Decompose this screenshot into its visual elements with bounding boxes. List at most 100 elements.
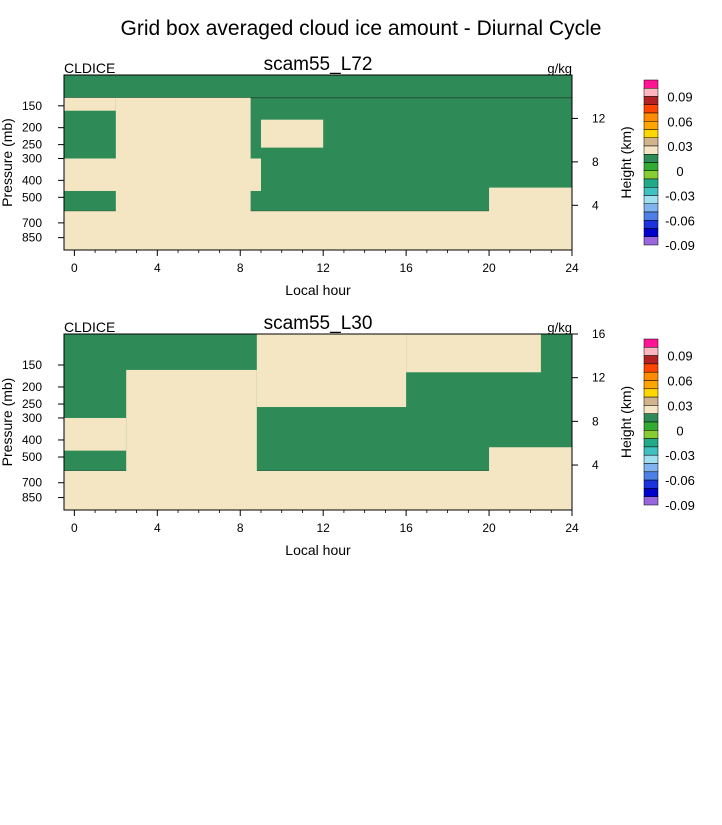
colorbar-box	[643, 121, 659, 130]
colorbar-box	[643, 338, 659, 348]
x-tick-label: 8	[237, 261, 244, 275]
panel-left-label: CLDICE	[64, 60, 115, 76]
x-tick-label: 4	[154, 521, 161, 535]
y-tick-label: 200	[22, 380, 42, 394]
contour-region	[115, 97, 251, 214]
x-tick-label: 16	[399, 261, 413, 275]
colorbar-box	[643, 112, 659, 122]
colorbar-box	[643, 145, 659, 155]
colorbar-label: -0.06	[665, 213, 695, 228]
colorbar-box	[643, 471, 659, 481]
colorbar-label: 0.06	[667, 374, 692, 389]
colorbar-box	[643, 438, 659, 448]
y-right-tick-label: 4	[592, 458, 599, 472]
colorbar-box	[643, 154, 659, 163]
colorbar-box	[643, 454, 659, 464]
contour-region	[64, 211, 572, 250]
colorbar-box	[643, 388, 659, 398]
colorbar-label: 0.09	[667, 349, 692, 364]
contour-region	[64, 97, 116, 111]
colorbar-label: 0	[676, 423, 683, 438]
contour-region	[489, 447, 572, 474]
panel-left-label: CLDICE	[64, 319, 115, 335]
contour-region	[64, 417, 127, 451]
colorbar-box	[643, 446, 659, 456]
y-tick-label: 200	[22, 121, 42, 135]
units-label: g/kg	[547, 320, 572, 335]
colorbar-box	[643, 421, 659, 431]
x-tick-label: 16	[399, 521, 413, 535]
y-right-axis-label: Height (km)	[618, 126, 634, 198]
colorbar-box	[643, 104, 659, 114]
colorbar-box	[643, 162, 659, 171]
colorbar-label: -0.03	[665, 189, 695, 204]
y-tick-label: 250	[22, 138, 42, 152]
y-tick-label: 150	[22, 99, 42, 113]
panel-title: scam55_L72	[264, 54, 373, 75]
y-tick-label: 500	[22, 190, 42, 204]
colorbar-box	[643, 347, 659, 356]
contour-region	[256, 334, 407, 408]
colorbar-box	[643, 380, 659, 390]
colorbar-label: 0.06	[667, 114, 692, 129]
colorbar-label: -0.09	[665, 498, 695, 513]
colorbar-box	[643, 236, 659, 246]
colorbar-box	[643, 413, 659, 423]
colorbar-box	[643, 463, 659, 473]
contour-region	[489, 187, 572, 214]
colorbar-box	[643, 396, 659, 406]
colorbar-box	[643, 195, 659, 204]
contour-region	[406, 334, 541, 373]
colorbar-box	[643, 129, 659, 138]
y-right-tick-label: 16	[592, 327, 606, 341]
colorbar-box	[643, 96, 659, 105]
colorbar-box	[643, 137, 659, 147]
colorbar-label: -0.09	[665, 238, 695, 253]
y-axis-label: Pressure (mb)	[0, 118, 15, 207]
colorbar-box	[643, 220, 659, 229]
x-tick-label: 24	[565, 521, 579, 535]
y-tick-label: 850	[22, 491, 42, 505]
colorbar-box	[643, 178, 659, 188]
colorbar-box	[643, 170, 659, 180]
figure-title: Grid box averaged cloud ice amount - Diu…	[121, 17, 602, 40]
y-tick-label: 400	[22, 433, 42, 447]
y-tick-label: 250	[22, 397, 42, 411]
y-tick-label: 700	[22, 216, 42, 230]
y-tick-label: 150	[22, 358, 42, 372]
y-tick-label: 700	[22, 476, 42, 490]
y-right-axis-label: Height (km)	[618, 386, 634, 458]
y-tick-label: 850	[22, 231, 42, 245]
x-tick-label: 4	[154, 261, 161, 275]
colorbar-label: -0.06	[665, 473, 695, 488]
colorbar-box	[643, 79, 659, 89]
contour-region	[260, 119, 324, 148]
colorbar-box	[643, 355, 659, 365]
y-axis-label: Pressure (mb)	[0, 378, 15, 467]
colorbar-box	[643, 496, 659, 506]
x-tick-label: 12	[317, 261, 331, 275]
colorbar-box	[643, 363, 659, 373]
colorbar-box	[643, 479, 659, 489]
x-tick-label: 20	[482, 261, 496, 275]
plot-frame	[63, 74, 573, 251]
x-tick-label: 0	[71, 521, 78, 535]
colorbar-box	[643, 488, 659, 497]
colorbar-label: 0.09	[667, 90, 692, 105]
colorbar-label: 0.03	[667, 398, 692, 413]
x-axis-label: Local hour	[285, 542, 351, 558]
contour-region	[64, 158, 261, 191]
contour-region	[126, 369, 257, 474]
x-tick-label: 0	[71, 261, 78, 275]
colorbar-box	[643, 430, 659, 439]
x-tick-label: 8	[237, 521, 244, 535]
x-axis-label: Local hour	[285, 282, 351, 298]
colorbar-box	[643, 88, 659, 97]
panels: 0 4 8 12 16 20 241502002503004005007008504812C…	[0, 54, 695, 558]
colorbar-label: -0.03	[665, 448, 695, 463]
y-right-tick-label: 12	[592, 371, 606, 385]
contour-region	[64, 470, 572, 510]
